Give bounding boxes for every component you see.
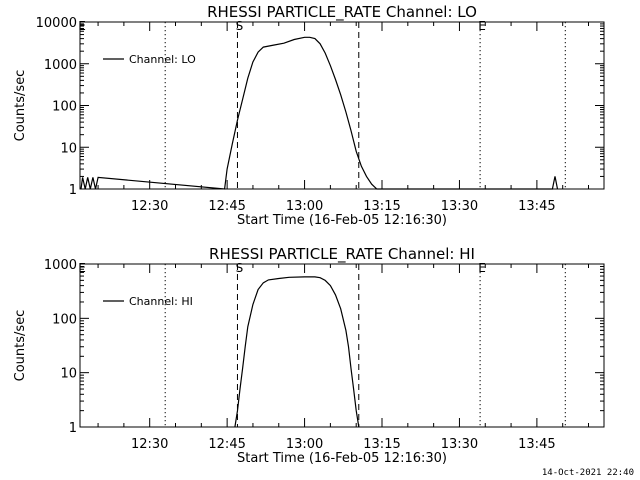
marker-label: E bbox=[78, 19, 86, 33]
legend-entry: Channel: LO bbox=[129, 53, 196, 66]
chart-title: RHESSI PARTICLE_RATE Channel: LO bbox=[207, 3, 477, 22]
x-tick-label: 13:45 bbox=[518, 437, 555, 452]
legend-entry: Channel: HI bbox=[129, 295, 193, 308]
y-tick-label: 10 bbox=[60, 141, 77, 156]
marker-label: E bbox=[478, 261, 486, 275]
x-axis: 12:30 12:45 13:00 13:15 13:30 13:45 bbox=[97, 264, 590, 452]
x-tick-label: 13:15 bbox=[363, 437, 400, 452]
y-tick-label: 10 bbox=[60, 367, 77, 382]
x-tick-label: 12:30 bbox=[131, 199, 168, 214]
x-tick-label: 13:30 bbox=[441, 199, 478, 214]
y-tick-label: 1000 bbox=[44, 58, 77, 73]
plot-frame bbox=[79, 263, 605, 428]
x-tick-label: 13:15 bbox=[363, 199, 400, 214]
chart-panel-1: RHESSI PARTICLE_RATE Channel: LO 1 10 100 10… bbox=[13, 3, 605, 228]
x-tick-label: 13:30 bbox=[441, 437, 478, 452]
y-tick-label: 100 bbox=[52, 312, 77, 327]
chart-title: RHESSI PARTICLE_RATE Channel: HI bbox=[209, 245, 475, 264]
y-axis-label: Counts/sec bbox=[13, 310, 28, 382]
chart-panel-2: RHESSI PARTICLE_RATE Channel: HI 1 10 100 10… bbox=[13, 245, 605, 466]
y-tick-label: 10000 bbox=[36, 16, 77, 31]
marker-label: S bbox=[236, 261, 244, 275]
y-axis: 1 10 100 1000 bbox=[44, 258, 604, 436]
legend: Channel: LO bbox=[103, 53, 196, 66]
x-axis-label: Start Time (16-Feb-05 12:16:30) bbox=[237, 213, 447, 228]
y-tick-label: 1 bbox=[69, 421, 77, 436]
x-tick-label: 13:00 bbox=[286, 199, 323, 214]
x-tick-label: 12:45 bbox=[208, 199, 245, 214]
data-series-line bbox=[234, 276, 360, 428]
y-tick-label: 1000 bbox=[44, 258, 77, 273]
x-tick-label: 13:00 bbox=[286, 437, 323, 452]
plot-frame bbox=[79, 21, 605, 190]
y-axis: 1 10 100 1000 10000 bbox=[36, 16, 604, 198]
legend: Channel: HI bbox=[103, 295, 193, 308]
x-axis-label: Start Time (16-Feb-05 12:16:30) bbox=[237, 451, 447, 466]
y-axis-label: Counts/sec bbox=[13, 70, 28, 142]
marker-label: S bbox=[236, 19, 244, 33]
render-timestamp: 14-Oct-2021 22:40 bbox=[541, 468, 634, 478]
x-tick-label: 13:45 bbox=[518, 199, 555, 214]
data-series-line bbox=[80, 36, 559, 190]
marker-label: E bbox=[78, 261, 86, 275]
y-tick-label: 1 bbox=[69, 183, 77, 198]
x-tick-label: 12:45 bbox=[208, 437, 245, 452]
y-tick-label: 100 bbox=[52, 100, 77, 115]
marker-label: E bbox=[478, 19, 486, 33]
x-axis: 12:30 12:45 13:00 13:15 13:30 13:45 bbox=[97, 22, 590, 214]
x-tick-label: 12:30 bbox=[131, 437, 168, 452]
